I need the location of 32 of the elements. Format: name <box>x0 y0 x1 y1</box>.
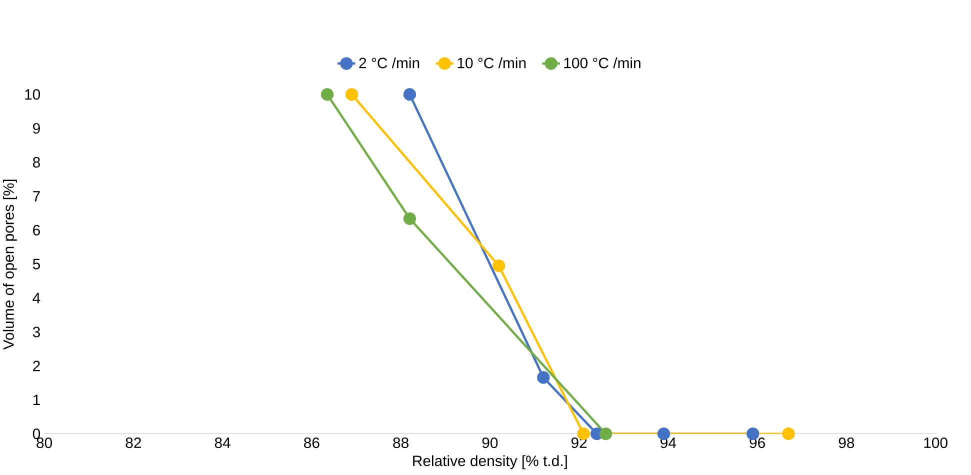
x-tick-label: 82 <box>126 437 141 448</box>
y-tick-label: 10 <box>25 89 40 100</box>
point <box>403 212 416 225</box>
y-tick-label: 3 <box>32 326 40 338</box>
y-tick-label: 7 <box>33 191 40 202</box>
x-axis-title: Relative density [% t.d.] <box>413 455 567 470</box>
y-tick-label: 4 <box>32 292 40 304</box>
y-axis-title: Volume of open pores [%] <box>2 180 17 350</box>
x-tick-label: 100 <box>924 437 948 448</box>
point <box>320 88 334 101</box>
y-tick-label: 5 <box>32 258 40 270</box>
point <box>537 371 550 384</box>
y-tick-label: 2 <box>33 360 40 372</box>
y-tick-label: 9 <box>33 123 40 134</box>
point <box>345 88 358 101</box>
x-tick-label: 80 <box>36 437 52 448</box>
y-tick-label: 6 <box>33 224 40 236</box>
legend-label: 100 °C /min <box>564 57 640 68</box>
x-tick-label: 88 <box>393 437 408 448</box>
legend-label: 2 °C /min <box>359 57 420 68</box>
y-tick-label: 1 <box>33 394 40 405</box>
x-tick-label: 84 <box>214 437 230 448</box>
y-tick-label: 8 <box>32 156 40 168</box>
x-tick-label: 90 <box>482 437 498 448</box>
point <box>492 259 506 272</box>
point <box>782 427 795 440</box>
x-tick-label: 98 <box>838 437 854 448</box>
point <box>599 427 612 440</box>
legend-label: 10 °C /min <box>458 57 526 68</box>
y-tick-label: 0 <box>32 428 40 440</box>
point <box>403 88 416 101</box>
x-tick-label: 86 <box>304 437 320 448</box>
